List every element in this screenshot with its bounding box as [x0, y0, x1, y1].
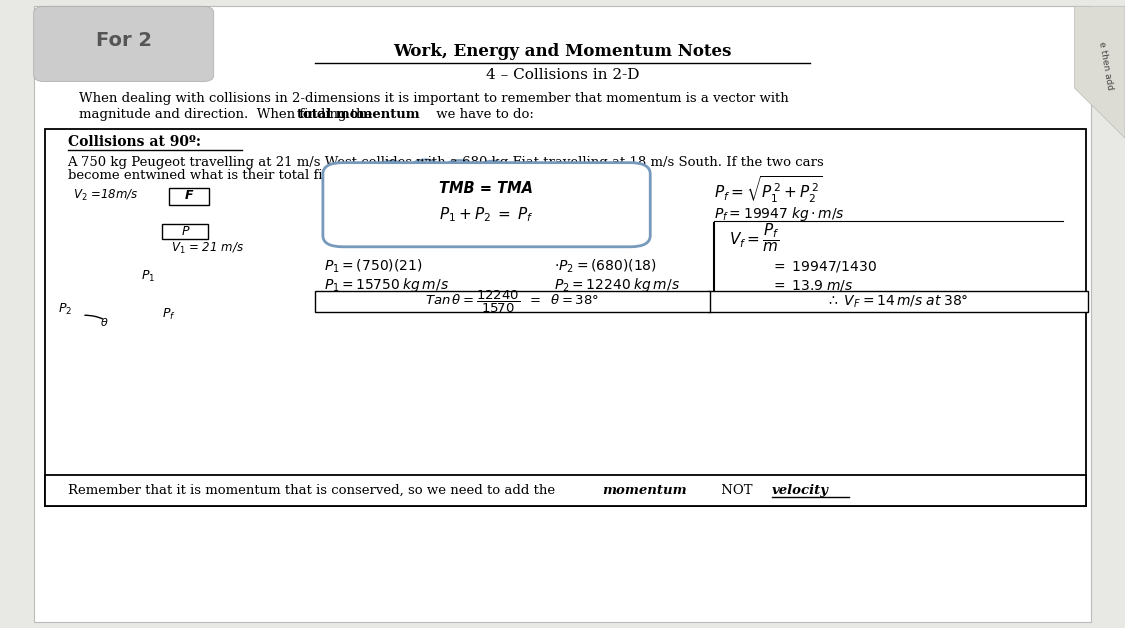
- FancyBboxPatch shape: [45, 129, 1086, 506]
- Text: $Tan\,\theta = \dfrac{12240}{1570} \;\;=\;\; \theta = 38°$: $Tan\,\theta = \dfrac{12240}{1570} \;\;=…: [425, 288, 598, 315]
- Circle shape: [372, 228, 399, 243]
- Circle shape: [485, 230, 512, 246]
- Text: velocity: velocity: [772, 484, 829, 497]
- Text: become entwined what is their total final velocity?: become entwined what is their total fina…: [68, 170, 406, 182]
- FancyBboxPatch shape: [169, 188, 209, 205]
- Text: $P_2$: $P_2$: [58, 301, 72, 317]
- Circle shape: [411, 160, 440, 176]
- FancyBboxPatch shape: [323, 163, 650, 247]
- Text: e then add: e then add: [1097, 41, 1115, 91]
- Text: Collisions at 90º:: Collisions at 90º:: [68, 135, 200, 149]
- Text: $P_1 + P_2 \;=\; P_f$: $P_1 + P_2 \;=\; P_f$: [439, 205, 533, 224]
- Text: $P_1 = 15750 \; kg\,m/s$: $P_1 = 15750 \; kg\,m/s$: [324, 276, 449, 294]
- Text: Remember that it is momentum that is conserved, so we need to add the: Remember that it is momentum that is con…: [68, 484, 559, 497]
- Text: $\cdot P_2 = (680)(18)$: $\cdot P_2 = (680)(18)$: [554, 257, 657, 275]
- Text: For 2: For 2: [96, 31, 152, 50]
- Polygon shape: [1074, 6, 1125, 138]
- Text: $P_f$: $P_f$: [162, 306, 176, 322]
- Text: 4 – Collisions in 2-D: 4 – Collisions in 2-D: [486, 68, 639, 82]
- Text: $V_2$ =18m/s: $V_2$ =18m/s: [73, 188, 138, 203]
- Text: magnitude and direction.  When finding the: magnitude and direction. When finding th…: [79, 108, 376, 121]
- Text: F: F: [184, 190, 193, 202]
- FancyBboxPatch shape: [45, 475, 1086, 506]
- Circle shape: [513, 162, 540, 177]
- Text: total momentum: total momentum: [297, 108, 420, 121]
- Text: When dealing with collisions in 2-dimensions it is important to remember that mo: When dealing with collisions in 2-dimens…: [79, 92, 789, 105]
- Circle shape: [478, 161, 507, 177]
- Text: A 750 kg Peugeot travelling at 21 m/s West collides with a 680 kg Fiat travellin: A 750 kg Peugeot travelling at 21 m/s We…: [68, 156, 825, 168]
- Circle shape: [446, 230, 472, 246]
- FancyBboxPatch shape: [708, 291, 1088, 312]
- Text: $\theta$: $\theta$: [100, 316, 109, 328]
- Text: $= \; 13.9 \; m/s$: $= \; 13.9 \; m/s$: [771, 278, 853, 293]
- Text: TMB = TMA: TMB = TMA: [439, 181, 533, 196]
- Circle shape: [444, 160, 474, 176]
- Circle shape: [344, 225, 371, 240]
- Text: $= \; 19947/1430$: $= \; 19947/1430$: [771, 259, 876, 274]
- Text: $P_f = \sqrt{P_1^{\,2} + P_2^{\,2}}$: $P_f = \sqrt{P_1^{\,2} + P_2^{\,2}}$: [714, 175, 824, 205]
- Circle shape: [344, 164, 376, 181]
- Circle shape: [519, 230, 546, 245]
- Text: NOT: NOT: [700, 484, 760, 497]
- Circle shape: [377, 161, 406, 177]
- FancyBboxPatch shape: [315, 291, 710, 312]
- Text: $V_f = \dfrac{P_f}{m}$: $V_f = \dfrac{P_f}{m}$: [729, 221, 780, 254]
- Circle shape: [584, 225, 609, 239]
- Text: P: P: [182, 225, 189, 237]
- Circle shape: [547, 164, 574, 179]
- Text: $\therefore \; V_F = 14\,m/s \; at \; 38°$: $\therefore \; V_F = 14\,m/s \; at \; 38…: [827, 293, 969, 310]
- Text: $P_2 = 12240 \; kg\,m/s$: $P_2 = 12240 \; kg\,m/s$: [554, 276, 680, 294]
- Text: Work, Energy and Momentum Notes: Work, Energy and Momentum Notes: [394, 43, 731, 60]
- Text: we have to do:: we have to do:: [432, 108, 534, 121]
- Text: $P_1$: $P_1$: [142, 269, 155, 284]
- FancyBboxPatch shape: [162, 224, 208, 239]
- Circle shape: [552, 228, 579, 243]
- Circle shape: [406, 230, 433, 245]
- Circle shape: [604, 173, 629, 187]
- Text: $V_1$ = 21 m/s: $V_1$ = 21 m/s: [171, 241, 244, 256]
- Circle shape: [577, 168, 604, 183]
- Text: momentum: momentum: [602, 484, 686, 497]
- Text: $P_1 = (750)(21)$: $P_1 = (750)(21)$: [324, 257, 423, 275]
- Text: $P_f = 19947 \; kg \cdot m/s$: $P_f = 19947 \; kg \cdot m/s$: [714, 205, 845, 223]
- FancyBboxPatch shape: [34, 6, 214, 82]
